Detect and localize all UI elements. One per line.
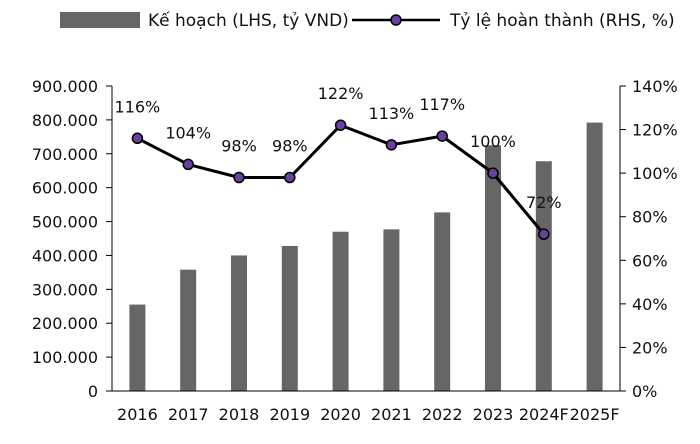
x-tick-label: 2025F	[570, 405, 620, 424]
bar	[231, 255, 247, 391]
line-data-label: 98%	[272, 137, 308, 156]
line-data-label: 122%	[318, 84, 364, 103]
bar	[535, 161, 552, 391]
bar-series	[129, 122, 603, 391]
bar	[180, 269, 197, 391]
x-tick-label: 2017	[168, 405, 209, 424]
legend-bar-swatch	[60, 12, 140, 28]
x-tick-label: 2022	[422, 405, 463, 424]
bar	[383, 229, 400, 391]
x-tick-label: 2016	[117, 405, 158, 424]
bar	[332, 231, 349, 391]
y-right-tick-label: 0%	[632, 382, 657, 401]
y-left-tick-label: 100.000	[32, 348, 98, 367]
y-left-tick-label: 700.000	[32, 145, 98, 164]
y-left-tick-label: 200.000	[32, 314, 98, 333]
y-right-tick-label: 80%	[632, 208, 668, 227]
y-left-tick-label: 600.000	[32, 179, 98, 198]
bar	[485, 145, 501, 391]
line-point	[182, 158, 194, 171]
y-right-tick-label: 100%	[632, 164, 678, 183]
line-point	[385, 139, 398, 151]
line-point	[233, 171, 245, 184]
y-left-tick-label: 300.000	[32, 280, 98, 299]
legend-line-label: Tỷ lệ hoàn thành (RHS, %)	[449, 11, 675, 31]
line-data-label: 104%	[165, 123, 211, 142]
y-right-tick-label: 140%	[632, 77, 678, 96]
legend-line-marker	[390, 14, 402, 26]
line-data-label: 72%	[526, 193, 562, 212]
line-point	[284, 171, 296, 184]
y-left-tick-label: 400.000	[32, 246, 98, 265]
bar	[586, 122, 603, 391]
line-data-label: 117%	[419, 95, 465, 114]
x-tick-label: 2018	[219, 405, 260, 424]
y-left-tick-label: 500.000	[32, 213, 98, 232]
line-point	[538, 228, 550, 240]
line-data-label: 98%	[221, 137, 257, 156]
x-tick-label: 2023	[473, 405, 514, 424]
y-left-tick-label: 900.000	[32, 77, 98, 96]
x-tick-label: 2024F	[519, 405, 569, 424]
legend: Kế hoạch (LHS, tỷ VND) Tỷ lệ hoàn thành (…	[60, 10, 675, 31]
y-right-tick-label: 120%	[632, 121, 678, 140]
bar	[281, 245, 298, 391]
bar	[434, 212, 451, 391]
x-tick-label: 2020	[320, 405, 361, 424]
x-tick-label: 2021	[371, 405, 412, 424]
line-point	[487, 167, 499, 179]
data-labels: 116%104% 98% 98% 122% 113% 117% 100% 72%	[115, 84, 562, 212]
x-tick-label: 2019	[269, 405, 310, 424]
y-left-tick-label: 0	[88, 382, 98, 401]
y-left-tick-label: 800.000	[32, 111, 98, 130]
axes: 0 100.000 200.000 300.000 400.000 500.000 600.…	[32, 77, 678, 424]
line-data-label: 113%	[369, 104, 415, 123]
y-right-tick-label: 20%	[632, 338, 668, 357]
line-point	[334, 119, 347, 131]
y-right-tick-label: 40%	[632, 295, 668, 314]
line-data-label: 116%	[115, 97, 161, 116]
bar	[129, 304, 146, 391]
y-right-tick-label: 60%	[632, 251, 668, 270]
line-point	[131, 132, 144, 145]
line-data-label: 100%	[470, 132, 516, 151]
legend-bar-label: Kế hoạch (LHS, tỷ VND)	[148, 10, 349, 31]
line-point	[436, 130, 448, 142]
line-series	[131, 119, 550, 240]
